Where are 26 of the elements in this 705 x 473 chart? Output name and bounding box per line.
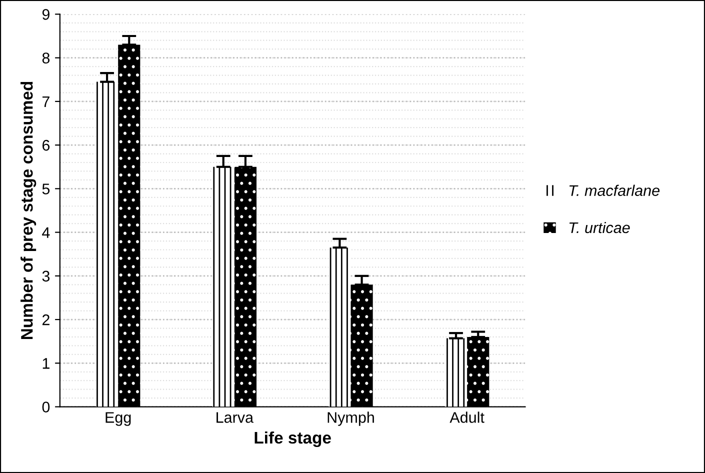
legend-label: T. macfarlane bbox=[569, 184, 660, 196]
x-axis-title: Life stage bbox=[254, 431, 331, 448]
y-tick-label: 9 bbox=[42, 9, 50, 20]
legend-label: T. urticae bbox=[569, 222, 630, 234]
y-tick-label: 0 bbox=[42, 402, 50, 412]
y-axis-title: Number of prey stage consumed bbox=[20, 82, 36, 340]
y-tick-label: 5 bbox=[42, 184, 50, 194]
y-tick-label: 7 bbox=[42, 96, 50, 107]
y-tick-label: 6 bbox=[42, 140, 50, 151]
x-tick-label: Adult bbox=[450, 412, 484, 423]
x-tick-label: Nymph bbox=[328, 412, 374, 426]
bar bbox=[467, 336, 490, 407]
bar bbox=[96, 82, 118, 407]
bar bbox=[234, 166, 257, 407]
bar bbox=[444, 338, 468, 407]
y-tick-label: 1 bbox=[42, 358, 50, 369]
y-tick-label: 4 bbox=[42, 227, 50, 238]
bar bbox=[350, 284, 373, 407]
x-tick-label: Larva bbox=[216, 412, 254, 423]
y-tick-label: 3 bbox=[42, 270, 50, 282]
x-tick-label: Egg bbox=[106, 412, 131, 426]
bar bbox=[212, 166, 234, 407]
bar bbox=[328, 248, 351, 407]
bar bbox=[118, 44, 140, 407]
y-tick-label: 8 bbox=[42, 52, 50, 64]
y-tick-label: 2 bbox=[42, 314, 50, 326]
